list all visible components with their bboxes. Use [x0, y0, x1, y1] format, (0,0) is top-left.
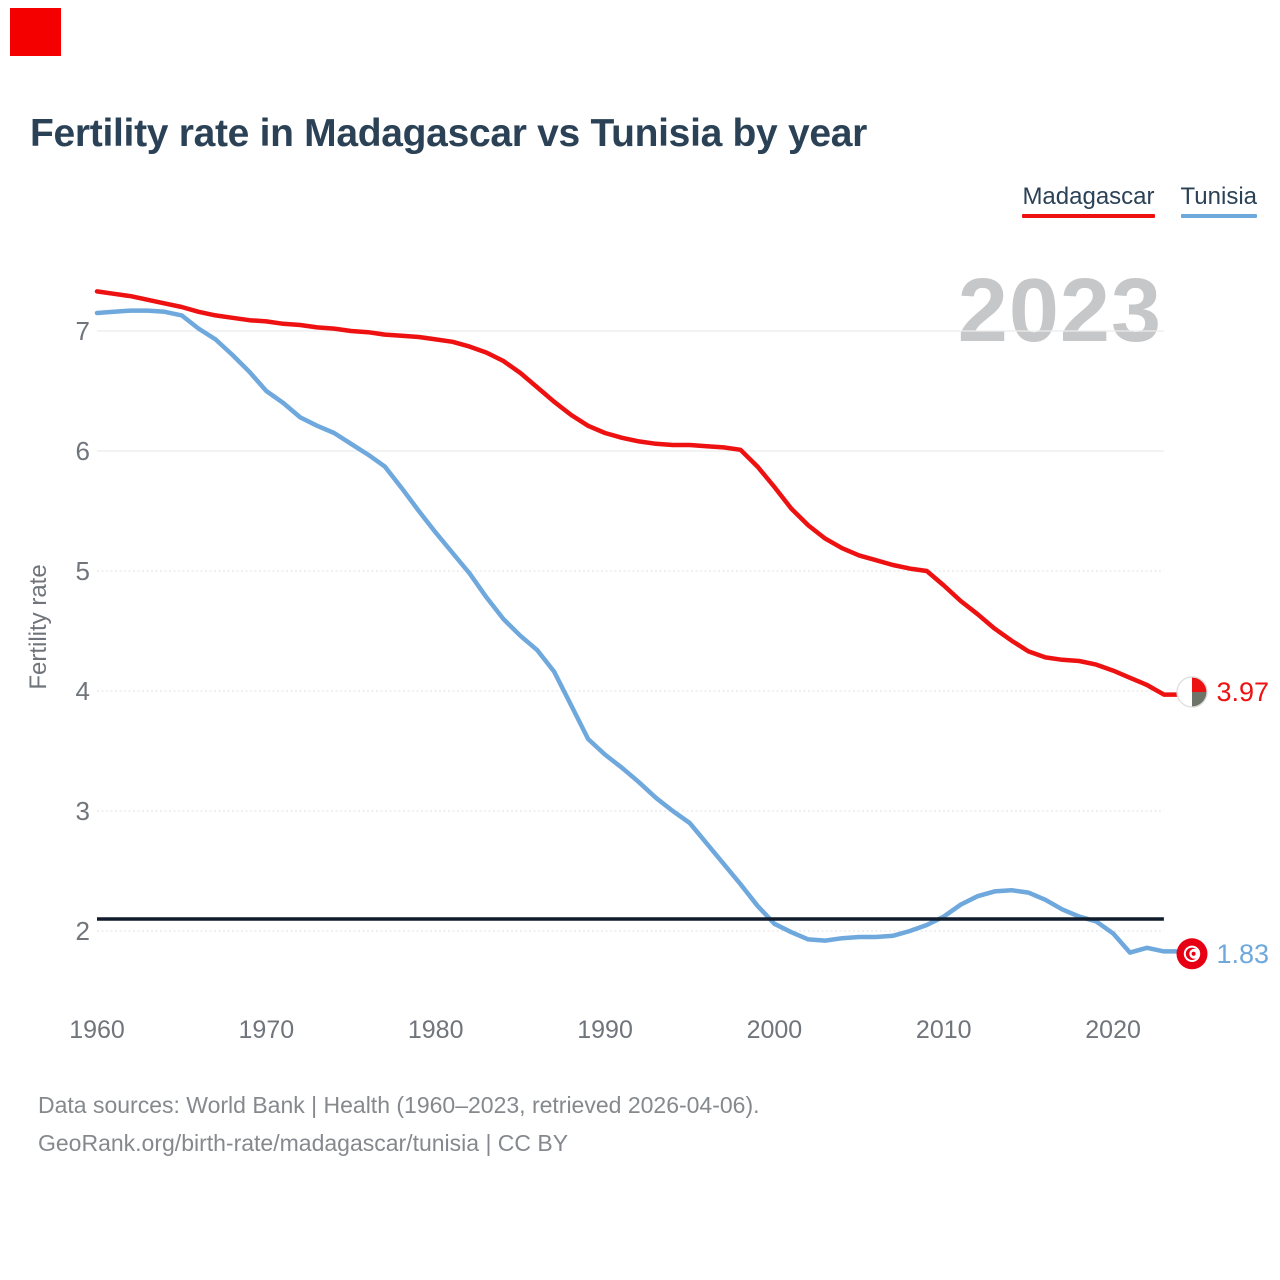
footer-attribution: GeoRank.org/birth-rate/madagascar/tunisi… — [38, 1130, 569, 1156]
y-tick-4: 4 — [76, 676, 90, 706]
madagascar-flag-icon — [1176, 676, 1208, 708]
legend: Madagascar Tunisia — [1022, 184, 1257, 218]
y-tick-6: 6 — [76, 436, 90, 466]
y-tick-2: 2 — [76, 916, 90, 946]
y-tick-3: 3 — [76, 796, 90, 826]
y-tick-7: 7 — [76, 316, 90, 346]
corner-marker — [10, 8, 61, 56]
footer: Data sources: World Bank | Health (1960–… — [38, 1086, 760, 1162]
year-watermark: 2023 — [957, 261, 1162, 361]
madagascar-end-value: 3.97 — [1217, 677, 1270, 707]
legend-label-madagascar: Madagascar — [1022, 183, 1155, 210]
legend-swatch-tunisia — [1180, 214, 1257, 218]
x-tick-1990: 1990 — [577, 1016, 633, 1044]
y-axis-label: Fertility rate — [25, 564, 52, 689]
tunisia-line[interactable] — [94, 308, 1179, 955]
legend-swatch-madagascar — [1022, 214, 1155, 218]
y-tick-5: 5 — [76, 556, 90, 586]
madagascar-line[interactable] — [94, 289, 1179, 697]
tunisia-end-value: 1.83 — [1217, 939, 1270, 969]
page-title: Fertility rate in Madagascar vs Tunisia … — [30, 112, 868, 155]
tunisia-flag-icon — [1176, 938, 1208, 970]
footer-sources: Data sources: World Bank | Health (1960–… — [38, 1092, 760, 1118]
x-tick-2020: 2020 — [1085, 1016, 1141, 1044]
x-tick-1970: 1970 — [239, 1016, 295, 1044]
legend-item-tunisia[interactable]: Tunisia — [1180, 183, 1257, 218]
x-tick-1960: 1960 — [69, 1016, 125, 1044]
legend-label-tunisia: Tunisia — [1180, 183, 1257, 210]
x-tick-2000: 2000 — [747, 1016, 803, 1044]
legend-item-madagascar[interactable]: Madagascar — [1022, 183, 1155, 218]
x-tick-1980: 1980 — [408, 1016, 464, 1044]
x-tick-2010: 2010 — [916, 1016, 972, 1044]
